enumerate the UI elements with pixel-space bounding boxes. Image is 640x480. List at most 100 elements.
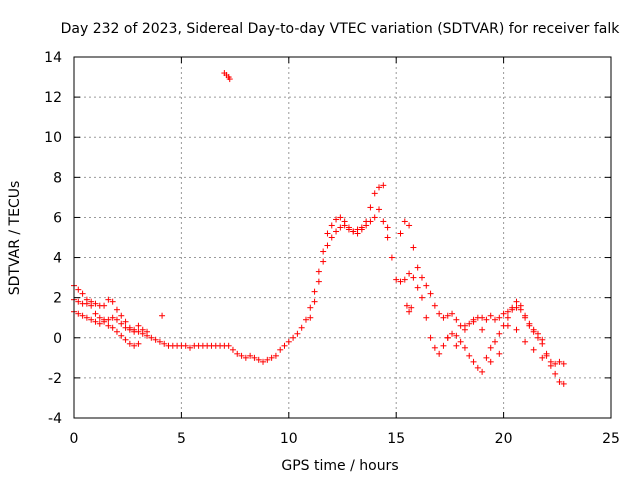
data-point	[79, 290, 86, 297]
data-point	[238, 352, 245, 359]
data-point	[328, 234, 335, 241]
data-point	[96, 320, 103, 327]
data-point	[152, 336, 159, 343]
grid-lines	[74, 57, 611, 418]
data-point	[92, 318, 99, 325]
data-point	[384, 224, 391, 231]
data-point	[474, 364, 481, 371]
data-point	[487, 344, 494, 351]
data-point	[333, 228, 340, 235]
data-point	[226, 76, 233, 83]
data-point	[530, 328, 537, 335]
data-point	[401, 276, 408, 283]
data-point	[461, 344, 468, 351]
data-point	[311, 298, 318, 305]
data-point	[247, 352, 254, 359]
data-point	[315, 278, 322, 285]
data-point	[504, 314, 511, 321]
x-tick-label: 15	[387, 431, 405, 447]
y-tick-label: 8	[53, 170, 62, 186]
data-point	[388, 254, 395, 261]
data-point	[560, 380, 567, 387]
data-point	[122, 318, 129, 325]
data-point	[418, 274, 425, 281]
y-tick-label: -2	[48, 371, 62, 387]
data-point	[461, 326, 468, 333]
data-point	[406, 270, 413, 277]
data-point	[403, 302, 410, 309]
data-point	[449, 330, 456, 337]
data-point	[479, 314, 486, 321]
y-tick-label: 14	[44, 50, 62, 66]
data-point	[105, 316, 112, 323]
data-point	[376, 206, 383, 213]
data-point	[414, 264, 421, 271]
data-point	[367, 218, 374, 225]
data-point	[401, 218, 408, 225]
data-point	[350, 228, 357, 235]
data-point	[423, 282, 430, 289]
y-tick-label: 2	[53, 291, 62, 307]
x-axis-label: GPS time / hours	[281, 458, 398, 474]
data-point	[453, 342, 460, 349]
data-point	[552, 370, 559, 377]
data-point	[504, 322, 511, 329]
data-point	[161, 340, 168, 347]
axis-ticks: 0 5 10 15 20 25 -4 -2 0 2 4 6 8 10 12 14	[44, 50, 620, 447]
data-point	[376, 184, 383, 191]
data-point	[556, 378, 563, 385]
data-point	[96, 314, 103, 321]
data-point	[431, 344, 438, 351]
data-points	[71, 70, 567, 387]
data-point	[234, 350, 241, 357]
data-point	[264, 356, 271, 363]
data-point	[83, 300, 90, 307]
data-point	[547, 358, 554, 365]
data-point	[79, 312, 86, 319]
data-point	[324, 230, 331, 237]
data-point	[298, 324, 305, 331]
data-point	[479, 368, 486, 375]
data-point	[242, 354, 249, 361]
data-point	[380, 218, 387, 225]
data-point	[324, 242, 331, 249]
data-point	[418, 294, 425, 301]
x-tick-label: 25	[602, 431, 620, 447]
data-point	[539, 354, 546, 361]
data-point	[229, 346, 236, 353]
data-point	[135, 340, 142, 347]
data-point	[406, 222, 413, 229]
data-point	[449, 310, 456, 317]
x-tick-label: 5	[177, 431, 186, 447]
x-tick-label: 10	[280, 431, 298, 447]
data-point	[294, 330, 301, 337]
y-axis-label: SDTVAR / TECUs	[7, 181, 23, 296]
data-point	[277, 346, 284, 353]
data-point	[337, 224, 344, 231]
data-point	[109, 314, 116, 321]
data-point	[543, 352, 550, 359]
data-point	[453, 316, 460, 323]
data-point	[427, 334, 434, 341]
chart-title: Day 232 of 2023, Sidereal Day-to-day VTE…	[61, 21, 621, 37]
x-tick-label: 0	[70, 431, 79, 447]
data-point	[144, 328, 151, 335]
data-point	[436, 310, 443, 317]
data-point	[410, 274, 417, 281]
data-point	[393, 276, 400, 283]
data-point	[260, 358, 267, 365]
data-point	[423, 314, 430, 321]
data-point	[109, 324, 116, 331]
data-point	[122, 336, 129, 343]
data-point	[371, 190, 378, 197]
data-point	[513, 298, 520, 305]
data-point	[444, 312, 451, 319]
data-point	[496, 330, 503, 337]
data-point	[487, 358, 494, 365]
data-point	[483, 354, 490, 361]
data-point	[148, 334, 155, 341]
data-point	[397, 278, 404, 285]
data-point	[88, 298, 95, 305]
data-point	[159, 312, 166, 319]
data-point	[311, 288, 318, 295]
